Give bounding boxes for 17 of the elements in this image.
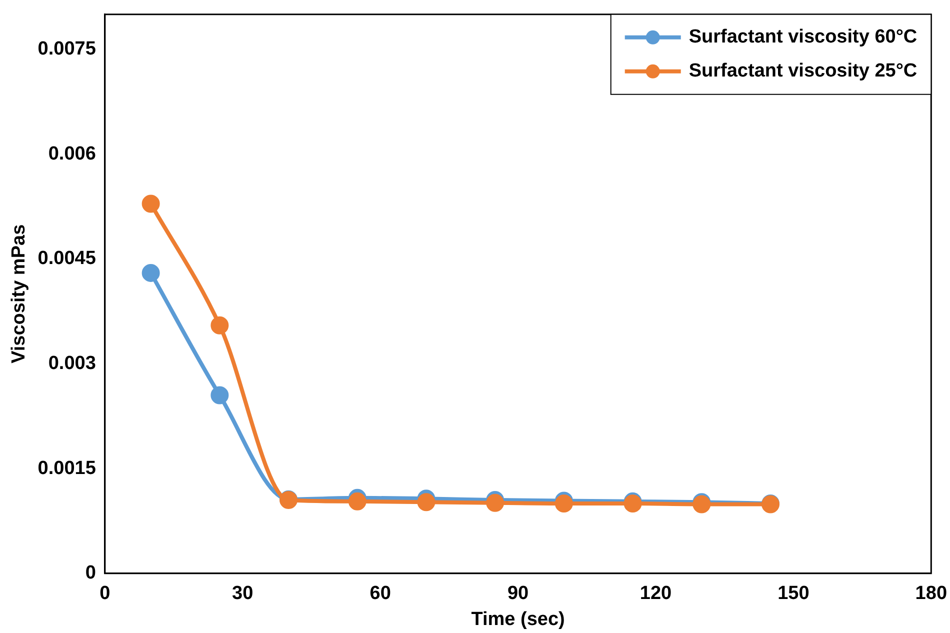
y-tick-label: 0.003 (48, 353, 96, 374)
x-tick-label: 150 (778, 583, 810, 604)
y-tick-label: 0.006 (48, 143, 96, 164)
x-tick-label: 120 (640, 583, 672, 604)
x-tick-label: 90 (507, 583, 529, 604)
legend-label: Surfactant viscosity 25°C (688, 60, 918, 82)
y-tick-label: 0.0015 (38, 458, 96, 479)
y-tick-label: 0.0075 (38, 38, 96, 60)
x-tick-label: 60 (370, 583, 391, 604)
y-axis-title: Viscosity mPas (8, 224, 30, 364)
legend-label: Surfactant viscosity 60°C (688, 26, 918, 48)
y-tick-label: 0 (85, 562, 96, 584)
x-axis-title: Time (sec) (471, 608, 565, 630)
x-tick-label: 30 (232, 583, 254, 604)
x-tick-label: 0 (100, 583, 110, 604)
x-tick-label: 180 (915, 583, 947, 604)
y-tick-label: 0.0045 (38, 248, 96, 270)
